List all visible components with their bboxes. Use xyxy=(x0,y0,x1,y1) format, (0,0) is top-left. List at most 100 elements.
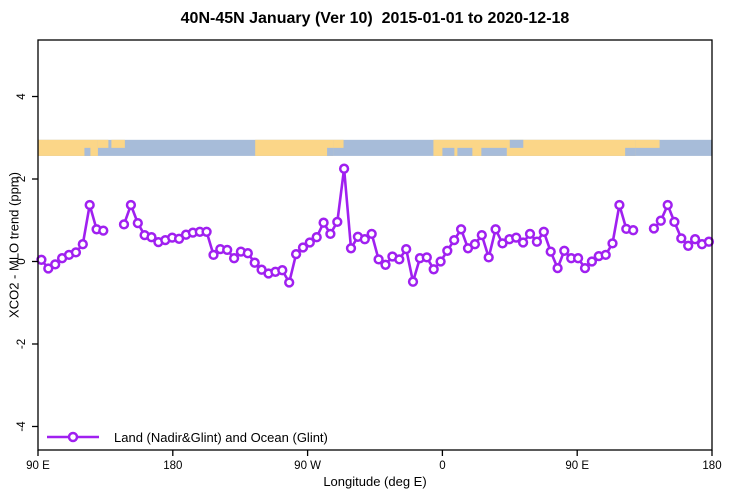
data-point xyxy=(428,264,439,275)
data-point xyxy=(146,232,157,243)
data-point xyxy=(552,262,563,274)
ocean-band-patch xyxy=(509,139,524,148)
data-point xyxy=(435,256,446,267)
land-band-segment xyxy=(38,139,98,156)
data-point xyxy=(77,239,88,250)
y-tick-label: 0 xyxy=(16,258,28,264)
data-point xyxy=(689,234,701,245)
data-point xyxy=(201,226,212,237)
data-point xyxy=(366,228,377,240)
data-point xyxy=(338,163,350,174)
data-point xyxy=(669,216,680,228)
data-point xyxy=(222,244,233,256)
data-point xyxy=(476,229,487,241)
data-point xyxy=(628,225,639,236)
ocean-band-patch xyxy=(625,147,636,156)
data-point xyxy=(318,217,329,228)
land-band-segment xyxy=(255,139,334,156)
data-point xyxy=(380,259,391,270)
x-tick-label: 0 xyxy=(439,460,445,472)
data-point xyxy=(373,254,384,265)
data-point xyxy=(394,254,405,265)
data-point xyxy=(442,245,453,256)
data-point xyxy=(483,252,494,263)
data-point xyxy=(455,224,467,235)
ocean-band-patch xyxy=(442,147,455,156)
ocean-band-patch xyxy=(481,147,507,156)
data-point xyxy=(511,232,522,243)
data-point xyxy=(345,243,357,254)
data-point xyxy=(579,262,591,274)
y-axis-ticks: -4 -2 0 2 4 xyxy=(16,93,38,432)
data-point xyxy=(304,237,315,248)
data-point xyxy=(284,277,295,288)
y-tick-label: -2 xyxy=(16,339,28,349)
data-point xyxy=(703,236,715,247)
data-point xyxy=(98,225,109,236)
data-point xyxy=(538,226,549,237)
legend-circle xyxy=(67,431,79,443)
data-point xyxy=(208,249,219,261)
data-point xyxy=(401,243,412,255)
data-point xyxy=(648,223,660,234)
data-point xyxy=(545,246,556,257)
land-ocean-band xyxy=(38,139,712,156)
land-band-segment xyxy=(97,139,109,148)
x-axis-ticks: 90 E 180 90 W 0 90 E 180 xyxy=(26,450,722,472)
data-point xyxy=(572,253,584,264)
data-point xyxy=(359,234,370,245)
data-point xyxy=(277,265,288,276)
data-point xyxy=(125,199,137,211)
data-point xyxy=(421,252,432,263)
data-point xyxy=(407,276,419,287)
ocean-band-patch xyxy=(327,147,334,156)
chart-title: 40N-45N January (Ver 10) 2015-01-01 to 2… xyxy=(180,10,570,27)
x-tick-label: 180 xyxy=(163,460,182,472)
data-point xyxy=(325,228,336,240)
x-tick-label: 180 xyxy=(702,460,721,472)
land-band-segment xyxy=(635,139,660,148)
data-point xyxy=(676,233,687,244)
data-point xyxy=(662,199,673,211)
data-point xyxy=(490,224,501,235)
land-band-segment xyxy=(333,139,344,148)
data-point xyxy=(607,238,618,249)
ocean-band-patch xyxy=(84,147,91,156)
data-point-markers xyxy=(36,163,715,288)
x-tick-label: 90 E xyxy=(565,460,589,472)
data-point xyxy=(297,242,309,253)
data-point xyxy=(290,248,302,260)
data-point xyxy=(242,248,253,259)
data-point xyxy=(517,237,529,248)
data-point xyxy=(332,216,343,228)
land-band-segment xyxy=(111,139,125,148)
data-point xyxy=(497,238,508,249)
data-point xyxy=(683,240,694,251)
data-point xyxy=(311,232,322,243)
data-point xyxy=(614,199,625,211)
y-tick-label: -4 xyxy=(16,421,28,432)
x-axis-label: Longitude (deg E) xyxy=(323,474,427,489)
data-point xyxy=(50,259,61,270)
data-point xyxy=(84,199,95,211)
data-point xyxy=(600,249,611,261)
x-tick-label: 90 E xyxy=(26,460,50,472)
data-point xyxy=(249,257,260,268)
legend-label: Land (Nadir&Glint) and Ocean (Glint) xyxy=(114,429,328,445)
data-point xyxy=(449,234,460,246)
data-point xyxy=(132,217,143,229)
data-point xyxy=(469,239,481,250)
legend-line-marker-icon xyxy=(47,431,99,443)
data-point xyxy=(655,215,666,226)
data-point xyxy=(559,245,570,256)
ocean-band-patch xyxy=(457,147,473,156)
data-point xyxy=(70,247,82,258)
data-point xyxy=(228,253,240,264)
data-point xyxy=(118,219,130,230)
data-point xyxy=(586,256,598,267)
data-point xyxy=(531,236,543,247)
data-point xyxy=(36,254,47,265)
y-tick-label: 2 xyxy=(16,176,28,182)
